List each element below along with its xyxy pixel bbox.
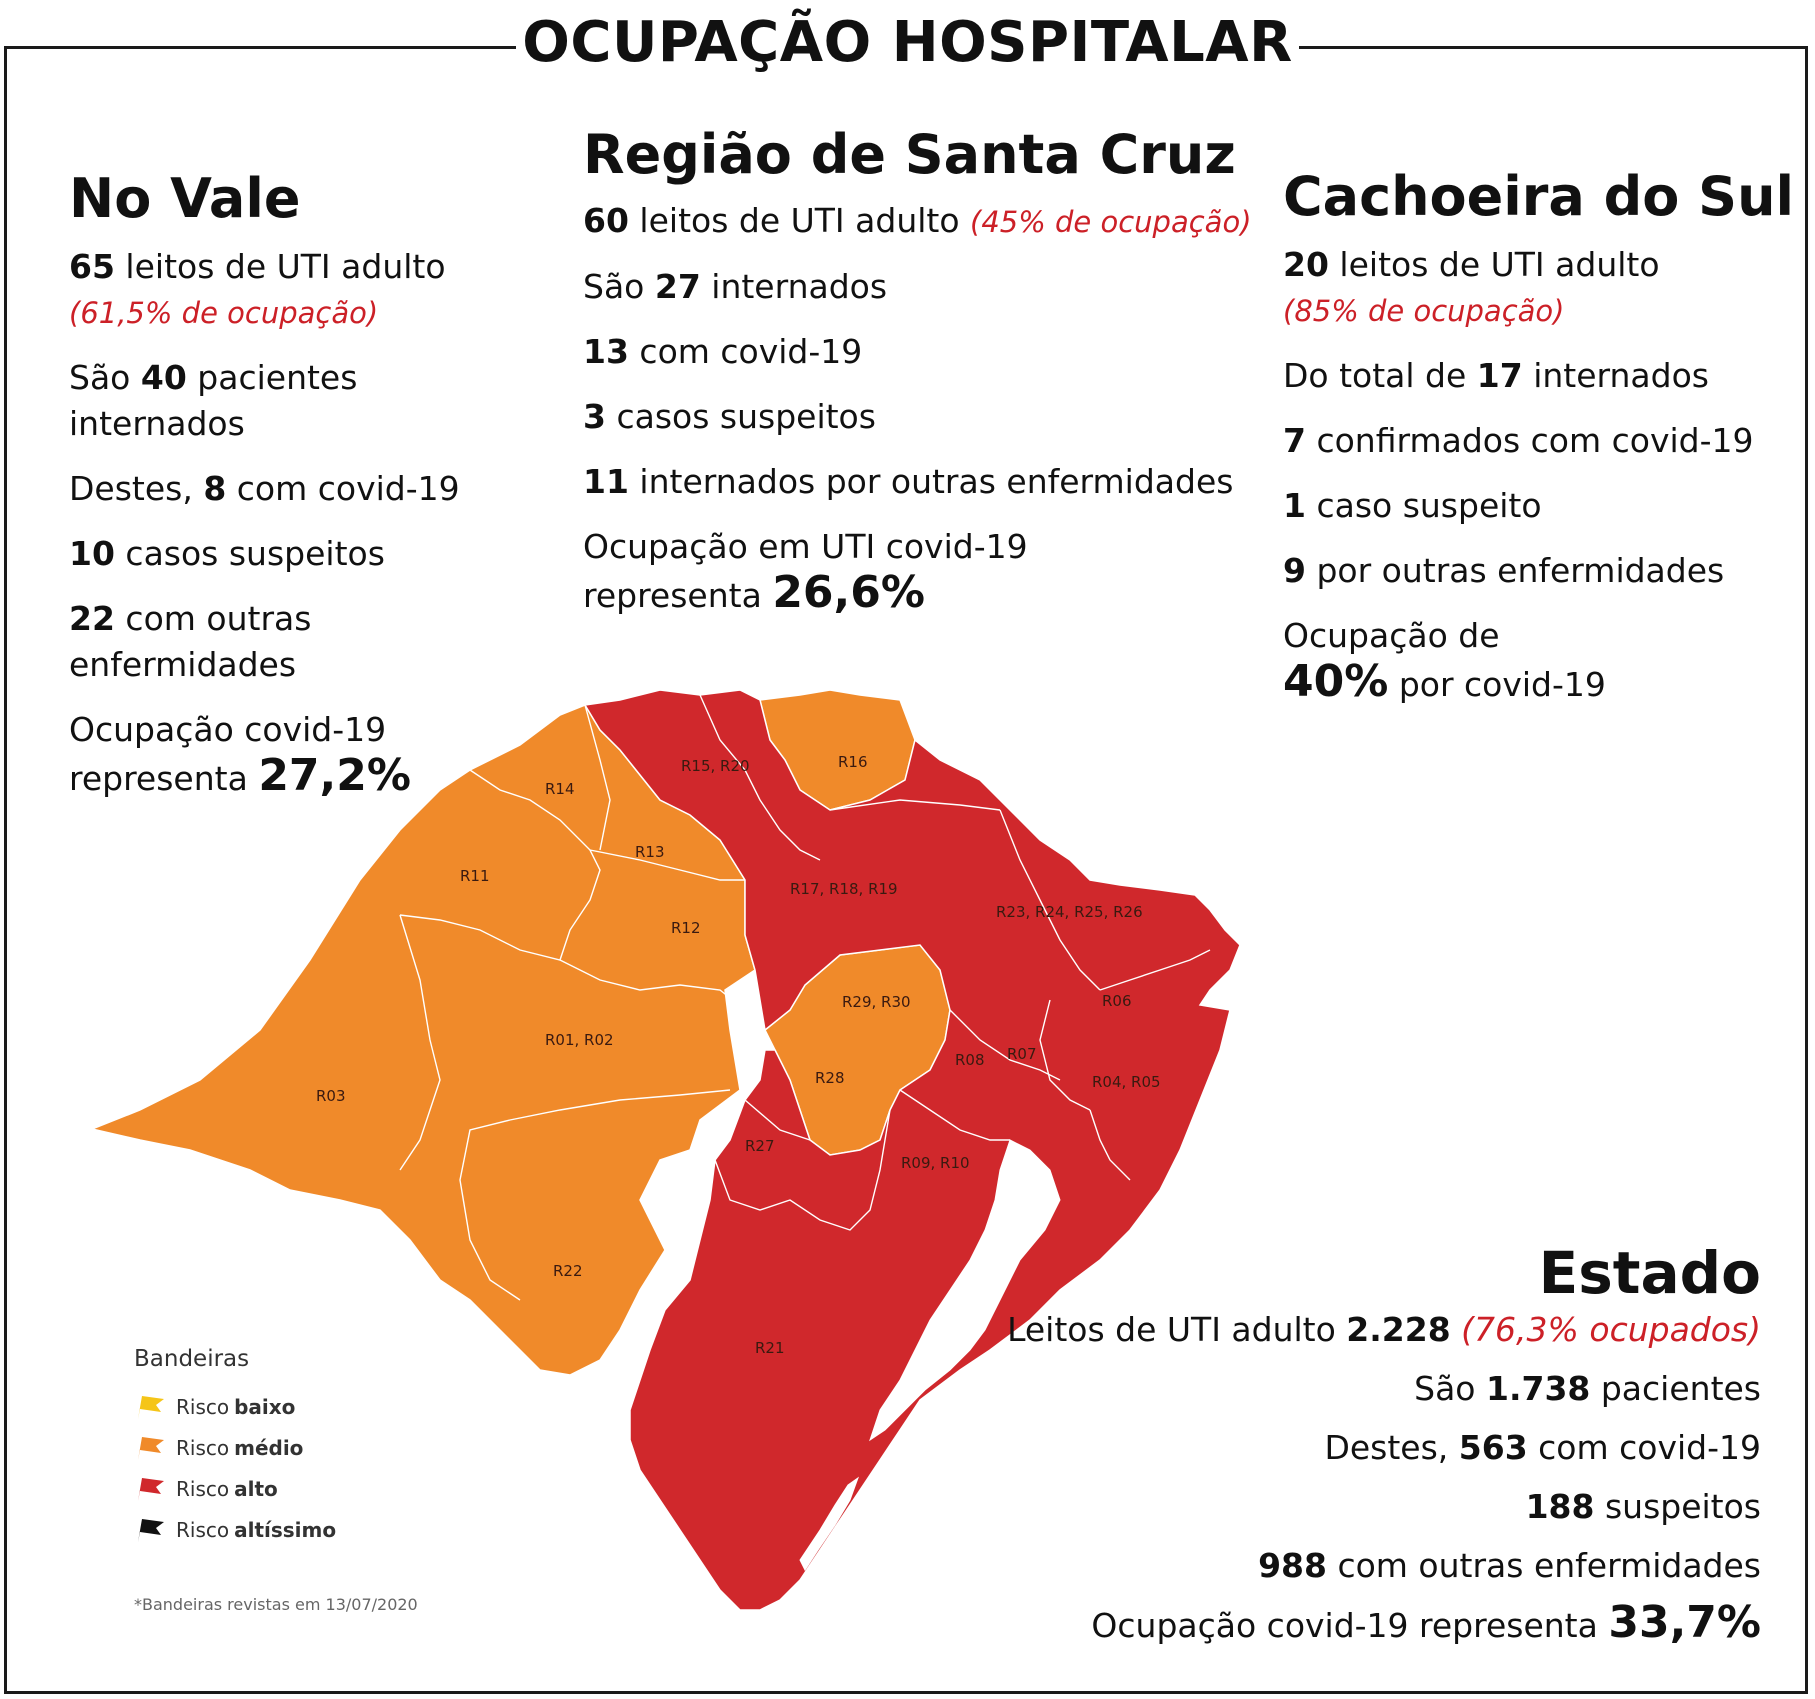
region-label: R28 xyxy=(815,1069,845,1087)
legend-item-baixo: Risco baixo xyxy=(134,1386,336,1427)
flag-icon xyxy=(138,1395,164,1419)
vale-ocupacao-covid: Ocupação covid-19 representa 27,2% xyxy=(69,710,411,801)
region-label: R27 xyxy=(745,1137,775,1155)
sc-covid: 13 com covid-19 xyxy=(583,332,863,371)
vale-leitos: 65 leitos de UTI adulto xyxy=(69,247,446,286)
sc-internados: São 27 internados xyxy=(583,267,888,306)
region-label: R22 xyxy=(553,1262,583,1280)
region-label: R13 xyxy=(635,843,665,861)
sc-suspeitos: 3 casos suspeitos xyxy=(583,397,876,436)
region-label: R15, R20 xyxy=(681,757,750,775)
region-label: R03 xyxy=(316,1087,346,1105)
region-label: R04, R05 xyxy=(1092,1073,1161,1091)
cs-ocupacao: (85% de ocupação) xyxy=(1283,294,1565,328)
flag-icon xyxy=(138,1436,164,1460)
region-label: R17, R18, R19 xyxy=(790,880,898,898)
no-vale-heading: No Vale xyxy=(69,167,301,230)
vale-outras: 22 com outras enfermidades xyxy=(69,599,312,684)
estado-covid: Destes, 563 com covid-19 xyxy=(1324,1428,1761,1467)
map-lagoon-south xyxy=(799,1476,860,1572)
region-label: R21 xyxy=(755,1339,785,1357)
flag-legend: Bandeiras Risco baixo Risco médio Risco alt… xyxy=(134,1346,336,1550)
map-internal-borders xyxy=(399,694,1211,1301)
map-region-orange-west xyxy=(89,704,756,1376)
cs-leitos: 20 leitos de UTI adulto xyxy=(1283,245,1660,284)
cachoeira-block: Cachoeira do Sul 20 leitos de UTI adulto… xyxy=(1283,164,1803,708)
region-label: R07 xyxy=(1007,1045,1037,1063)
region-label: R16 xyxy=(838,753,868,771)
region-label: R11 xyxy=(460,867,490,885)
cs-internados: Do total de 17 internados xyxy=(1283,356,1709,395)
vale-pacientes: São 40 pacientes internados xyxy=(69,358,358,443)
estado-suspeitos: 188 suspeitos xyxy=(1525,1487,1761,1526)
estado-heading: Estado xyxy=(1538,1239,1761,1307)
region-label: R08 xyxy=(955,1051,985,1069)
cs-outras: 9 por outras enfermidades xyxy=(1283,551,1725,590)
legend-title: Bandeiras xyxy=(134,1346,250,1372)
map-region-red-east xyxy=(583,689,1241,1611)
flag-icon xyxy=(138,1518,164,1542)
map-lagoon xyxy=(869,1139,1061,1442)
region-label: R14 xyxy=(545,780,575,798)
cs-suspeito: 1 caso suspeito xyxy=(1283,486,1542,525)
estado-outras: 988 com outras enfermidades xyxy=(1258,1546,1761,1585)
cs-ocupacao-covid: Ocupação de 40% por covid-19 xyxy=(1283,616,1606,707)
region-label: R09, R10 xyxy=(901,1154,970,1172)
legend-footnote: *Bandeiras revistas em 13/07/2020 xyxy=(134,1595,418,1614)
vale-suspeitos: 10 casos suspeitos xyxy=(69,534,385,573)
estado-pacientes: São 1.738 pacientes xyxy=(1414,1369,1761,1408)
legend-item-medio: Risco médio xyxy=(134,1427,336,1468)
region-label: R06 xyxy=(1102,992,1132,1010)
legend-item-altissimo: Risco altíssimo xyxy=(134,1509,336,1550)
page-title: OCUPAÇÃO HOSPITALAR xyxy=(0,8,1815,78)
sc-ocupacao-covid: Ocupação em UTI covid-19 representa 26,6% xyxy=(583,527,1028,618)
sc-outras: 11 internados por outras enfermidades xyxy=(583,462,1234,501)
region-label: R01, R02 xyxy=(545,1031,614,1049)
region-label: R23, R24, R25, R26 xyxy=(996,903,1143,921)
cs-covid: 7 confirmados com covid-19 xyxy=(1283,421,1754,460)
legend-item-alto: Risco alto xyxy=(134,1468,336,1509)
region-label: R29, R30 xyxy=(842,993,911,1011)
cachoeira-heading: Cachoeira do Sul xyxy=(1283,165,1795,228)
region-label: R12 xyxy=(671,919,701,937)
flag-icon xyxy=(138,1477,164,1501)
santa-cruz-heading: Região de Santa Cruz xyxy=(583,123,1236,186)
estado-block: Estado Leitos de UTI adulto 2.228 (76,3%… xyxy=(1001,1238,1761,1651)
vale-covid: Destes, 8 com covid-19 xyxy=(69,469,460,508)
no-vale-block: No Vale 65 leitos de UTI adulto (61,5% d… xyxy=(69,166,489,802)
estado-ocupacao-covid: Ocupação covid-19 representa 33,7% xyxy=(1091,1597,1761,1648)
vale-ocupacao: (61,5% de ocupação) xyxy=(69,296,379,330)
estado-leitos: Leitos de UTI adulto 2.228 (76,3% ocupad… xyxy=(1007,1310,1761,1349)
sc-leitos: 60 leitos de UTI adulto (45% de ocupação… xyxy=(583,201,1252,240)
santa-cruz-block: Região de Santa Cruz 60 leitos de UTI ad… xyxy=(583,122,1263,619)
